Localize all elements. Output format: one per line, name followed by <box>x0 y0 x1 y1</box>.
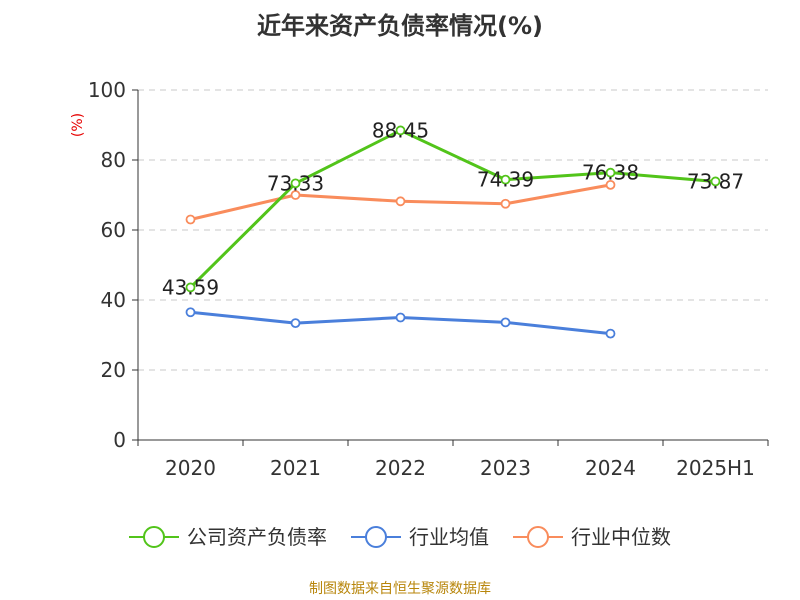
data-label-2025H1: 73.87 <box>687 169 744 193</box>
point-2-2 <box>395 196 406 207</box>
point-1-0 <box>185 307 196 318</box>
point-0-3 <box>500 174 511 185</box>
legend-label-2: 行业中位数 <box>571 525 671 549</box>
legend: 公司资产负债率 行业均值 行业中位数 <box>129 525 671 549</box>
point-0-1 <box>290 178 301 189</box>
grid-lines <box>138 89 768 371</box>
legend-item-0: 公司资产负债率 <box>129 525 327 549</box>
legend-item-1: 行业均值 <box>351 525 489 549</box>
point-1-2 <box>395 312 406 323</box>
data-label-2020: 43.59 <box>162 275 219 299</box>
chart-title: 近年来资产负债率情况(%) <box>257 12 543 40</box>
point-0-5 <box>710 176 721 187</box>
point-2-1 <box>290 190 301 200</box>
legend-item-2: 行业中位数 <box>513 525 671 549</box>
x-tick-label-2020: 2020 <box>165 456 216 480</box>
data-label-2024: 76.38 <box>582 161 639 185</box>
point-2-0 <box>185 214 196 225</box>
point-1-1 <box>290 318 301 329</box>
point-0-2 <box>395 125 406 136</box>
y-tick-label-80: 80 <box>101 148 126 172</box>
y-tick-label-20: 20 <box>101 358 126 382</box>
series-line-0 <box>189 128 716 289</box>
y-tick-label-0: 0 <box>113 428 126 452</box>
y-tick-label-60: 60 <box>101 218 126 242</box>
data-label-2021: 73.33 <box>267 171 324 195</box>
y-unit-label: (%) <box>70 113 86 137</box>
legend-label-0: 公司资产负债率 <box>187 525 327 549</box>
x-tick-label-2021: 2021 <box>270 456 321 480</box>
legend-label-1: 行业均值 <box>409 525 489 549</box>
legend-marker-2 <box>527 526 549 548</box>
data-label-2022: 88.45 <box>372 118 429 142</box>
y-tick-label-100: 100 <box>88 78 126 102</box>
point-0-4 <box>605 167 616 178</box>
data-label-2023: 74.39 <box>477 168 534 192</box>
legend-marker-1 <box>365 526 387 548</box>
x-tick-label-2023: 2023 <box>480 456 531 480</box>
x-tick-label-2024: 2024 <box>585 456 636 480</box>
axes: 0 20 40 60 80 100 2020 2021 2022 2023 2024 2025H1 (%… <box>70 78 769 480</box>
source-note: 制图数据来自恒生聚源数据库 <box>309 581 491 597</box>
point-1-3 <box>500 317 511 328</box>
point-1-4 <box>605 328 616 339</box>
data-labels: 43.59 73.33 88.45 74.39 76.38 73.87 <box>162 118 744 299</box>
point-2-3 <box>500 198 511 209</box>
point-0-0 <box>185 282 196 293</box>
legend-marker-0 <box>143 526 165 548</box>
point-2-4 <box>605 179 616 190</box>
x-tick-label-2025H1: 2025H1 <box>676 456 755 480</box>
x-tick-label-2022: 2022 <box>375 456 426 480</box>
y-tick-label-40: 40 <box>101 288 126 312</box>
series-layer <box>185 125 721 339</box>
